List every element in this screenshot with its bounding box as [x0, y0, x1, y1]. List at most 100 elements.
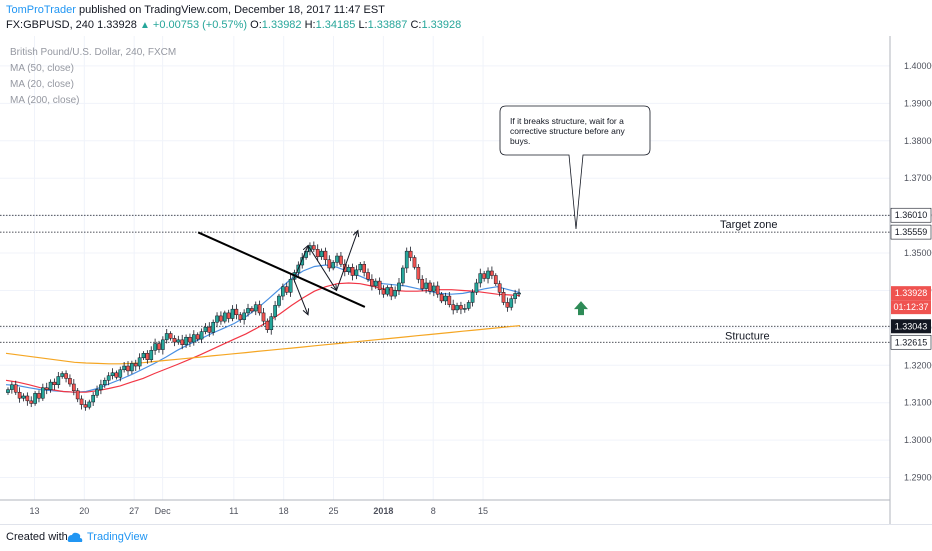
price-tick-label: 1.30000	[904, 435, 932, 445]
candle-body	[300, 257, 305, 266]
level-tag: 1.36010	[895, 210, 928, 220]
candle-body	[482, 273, 487, 279]
projection-arrow	[336, 231, 358, 291]
countdown-tag-bg	[891, 300, 931, 315]
ma-line	[5, 264, 521, 393]
candle-body	[207, 326, 212, 333]
level-tag-bg	[891, 208, 931, 223]
trendline	[197, 231, 366, 308]
candle-body	[277, 295, 281, 306]
legend-ma20[interactable]: MA (20, close)	[10, 79, 74, 90]
candle-body	[52, 381, 57, 385]
price-tick-label: 1.31000	[904, 398, 932, 408]
candle-body	[126, 365, 130, 372]
candle-body	[509, 298, 514, 308]
candle-body	[377, 280, 382, 290]
plot-area[interactable]	[0, 36, 890, 524]
candle-body	[160, 339, 165, 350]
level-tag-border	[890, 334, 932, 350]
candle-body	[145, 353, 150, 360]
chart-header: TomProTrader published on TradingView.co…	[0, 0, 932, 36]
time-tick-label: 20	[79, 506, 89, 516]
candle-body	[439, 293, 444, 302]
candle-body	[195, 334, 200, 340]
candle-body	[91, 394, 96, 403]
candle-body	[350, 267, 355, 276]
candle-body	[466, 302, 471, 309]
candle-body	[474, 282, 479, 293]
candle-body	[238, 314, 243, 320]
candle-body	[323, 250, 328, 261]
candle-body	[435, 285, 440, 295]
candle-body	[153, 343, 157, 351]
candle-body	[412, 257, 417, 268]
symbol-label: FX:GBPUSD, 240	[6, 19, 95, 31]
candle-body	[443, 295, 448, 302]
candle-body	[33, 393, 37, 404]
time-axis[interactable]: 13 20 27 Dec 11 18 25 2018 8 15	[29, 506, 488, 516]
candle-body	[110, 372, 115, 377]
close-label: C:	[410, 19, 422, 31]
candle-body	[451, 304, 456, 311]
candle-body	[389, 287, 394, 297]
current-price-tag: 1.33928	[895, 288, 928, 298]
candle-body	[99, 384, 103, 390]
candle-body	[501, 292, 506, 303]
candle-body	[48, 381, 53, 390]
candle-body	[37, 393, 41, 399]
candle-body	[79, 398, 84, 405]
candle-body	[118, 369, 123, 378]
legend-ma50[interactable]: MA (50, close)	[10, 63, 74, 74]
tradingview-logo-icon	[67, 532, 83, 542]
candle-body	[122, 365, 126, 371]
candle-body	[517, 292, 521, 295]
candle-body	[335, 255, 339, 263]
candle-body	[281, 286, 285, 297]
candle-body	[397, 282, 401, 291]
high-label: H:	[304, 19, 316, 31]
price-axis[interactable]: 1.400001.390001.380001.370001.360001.350…	[904, 61, 932, 483]
candle-body	[242, 312, 246, 320]
time-tick-label: 2018	[373, 506, 393, 516]
candle-body	[137, 357, 142, 367]
candle-body	[315, 249, 320, 258]
candle-body	[226, 312, 231, 319]
candle-body	[362, 264, 367, 273]
price-tick-label: 1.32000	[904, 360, 932, 370]
candle-body	[269, 316, 274, 330]
candle-body	[17, 391, 22, 399]
candle-body	[71, 383, 76, 391]
candle-body	[497, 283, 502, 293]
candle-body	[420, 278, 425, 289]
grid	[0, 36, 890, 500]
level-tag-border	[890, 224, 932, 240]
level-tag-border	[890, 207, 932, 223]
price-tags: 1.36010 1.35559 1.33928 01:12:37 1.33043 1.32…	[890, 207, 932, 350]
candle-body	[149, 350, 154, 360]
candle-body	[385, 287, 390, 295]
current-price-tag-bg	[891, 286, 931, 301]
candle-body	[184, 336, 188, 345]
tradingview-brand[interactable]: TradingView	[87, 531, 148, 543]
change-value: +0.00753 (+0.57%)	[152, 19, 248, 31]
candle-body	[215, 315, 219, 323]
candle-body	[40, 387, 45, 399]
callout-bubble	[499, 105, 651, 230]
candle-body	[490, 270, 494, 276]
candle-body	[188, 336, 192, 343]
buy-arrow-icon	[574, 301, 588, 316]
time-tick-label: 8	[431, 506, 436, 516]
time-tick-label: 25	[329, 506, 339, 516]
candle-body	[87, 401, 92, 408]
author-link[interactable]: TomProTrader	[6, 4, 76, 16]
publish-line: TomProTrader published on TradingView.co…	[6, 4, 385, 16]
legend-ma200[interactable]: MA (200, close)	[10, 95, 80, 106]
candle-body	[373, 280, 378, 287]
candle-body	[273, 305, 277, 317]
price-chart[interactable]: Target zone Structure 1.40000 1.39000 1.380…	[0, 36, 932, 524]
candle-body	[431, 285, 436, 292]
candle-body	[404, 250, 409, 269]
candle-body	[261, 312, 266, 322]
price-tick-label: 1.39000	[904, 98, 932, 108]
candle-body	[424, 282, 428, 289]
